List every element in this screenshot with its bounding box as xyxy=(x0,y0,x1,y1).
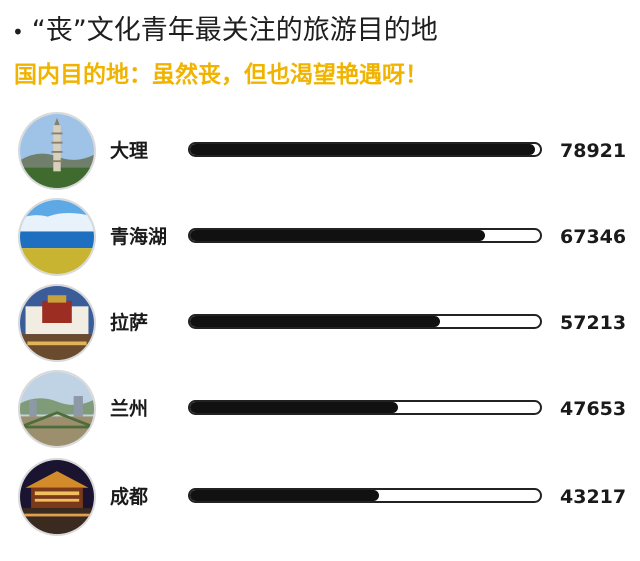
value-label: 43217 xyxy=(560,486,627,508)
bar-row-lhasa: 拉萨 57213 xyxy=(0,284,640,364)
bar xyxy=(190,230,485,241)
category-label: 成都 xyxy=(110,486,149,508)
bar-row-chengdu: 成都 43217 xyxy=(0,458,640,538)
value-label: 67346 xyxy=(560,226,627,248)
bar-row-qinghai-lake: 青海湖 67346 xyxy=(0,198,640,278)
bar xyxy=(190,402,399,413)
lanzhou-bridge-photo xyxy=(18,370,96,448)
bar-track xyxy=(188,228,542,243)
value-label: 47653 xyxy=(560,398,627,420)
category-label: 大理 xyxy=(110,140,149,162)
value-label: 78921 xyxy=(560,140,627,162)
bar-row-dali: 大理 78921 xyxy=(0,112,640,192)
bar xyxy=(190,490,380,501)
bar-track xyxy=(188,488,542,503)
chart-subtitle: 国内目的地：虽然丧，但也渴望艳遇呀！ xyxy=(14,62,428,88)
qinghai-lake-photo xyxy=(18,198,96,276)
chart-title: • “丧”文化青年最关注的旅游目的地 xyxy=(12,12,438,50)
dali-pagoda-photo xyxy=(18,112,96,190)
bar-row-lanzhou: 兰州 47653 xyxy=(0,370,640,450)
category-label: 拉萨 xyxy=(110,312,149,334)
chengdu-night-photo xyxy=(18,458,96,536)
lhasa-palace-photo xyxy=(18,284,96,362)
bar-track xyxy=(188,314,542,329)
bar-track xyxy=(188,400,542,415)
value-label: 57213 xyxy=(560,312,627,334)
bullet-icon: • xyxy=(12,19,24,44)
bar xyxy=(190,144,536,155)
bar-track xyxy=(188,142,542,157)
category-label: 兰州 xyxy=(110,398,149,420)
category-label: 青海湖 xyxy=(110,226,168,248)
chart-title-text: “丧”文化青年最关注的旅游目的地 xyxy=(31,15,438,46)
bar xyxy=(190,316,441,327)
